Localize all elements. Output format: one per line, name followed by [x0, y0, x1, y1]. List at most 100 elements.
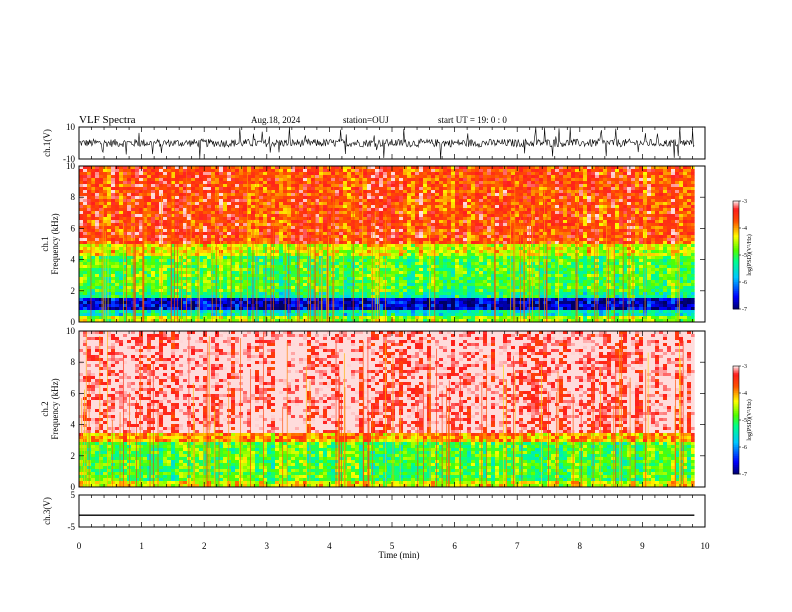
spectrogram-cell [423, 250, 428, 254]
spectrogram-cell [291, 295, 296, 299]
spectrogram-cell [187, 220, 192, 224]
spectrogram-cell [99, 265, 104, 269]
spectrogram-cell [439, 304, 444, 308]
spectrogram-cell [307, 319, 312, 323]
spectrogram-cell [79, 202, 84, 206]
spectrogram-cell [319, 247, 324, 251]
spectrogram-cell [243, 190, 248, 194]
spectrogram-cell [259, 313, 264, 317]
spectrogram-cell [299, 208, 304, 212]
spectrogram-cell [251, 172, 256, 176]
spectrogram-cell [159, 247, 164, 251]
spectrogram-cell [323, 301, 328, 305]
spectrogram-cell [123, 256, 128, 260]
spectrogram-cell [171, 253, 176, 257]
spectrogram-cell [295, 211, 300, 215]
spectrogram-cell [435, 310, 440, 314]
spectrogram-cell [411, 232, 416, 236]
spectrogram-cell [83, 286, 88, 290]
spectrogram-cell [335, 178, 340, 182]
spectrogram-cell [399, 319, 404, 323]
spectrogram-cell [371, 241, 376, 245]
spectrogram-cell [403, 271, 408, 275]
spectrogram-cell [87, 202, 92, 206]
spectrogram-cell [235, 199, 240, 203]
spectrogram-cell [111, 274, 116, 278]
spectrogram-cell [235, 229, 240, 233]
spectrogram-cell [315, 304, 320, 308]
spectrogram-cell [163, 253, 168, 257]
spectrogram-cell [423, 310, 428, 314]
spectrogram-cell [135, 223, 140, 227]
spectrogram-cell [327, 295, 332, 299]
spectrogram-cell [451, 250, 456, 254]
spectrogram-cell [163, 220, 168, 224]
spectrogram-cell [379, 301, 384, 305]
spectrogram-cell [91, 319, 96, 323]
spectrogram-cell [175, 205, 180, 209]
spectrogram-cell [79, 307, 84, 311]
spectrogram-cell [107, 172, 112, 176]
spectrogram-cell [247, 274, 252, 278]
spectrogram-cell [379, 244, 384, 248]
spectrogram-cell [327, 223, 332, 227]
spectrogram-cell [323, 283, 328, 287]
spectrogram-cell [427, 250, 432, 254]
spectrogram-cell [319, 223, 324, 227]
spectrogram-cell [267, 283, 272, 287]
spectrogram-cell [271, 214, 276, 218]
spectrogram-cell [363, 292, 368, 296]
spectrogram-cell [311, 268, 316, 272]
spectrogram-cell [107, 223, 112, 227]
spectrogram-cell [415, 250, 420, 254]
spectrogram-cell [275, 268, 280, 272]
spectrogram-cell [375, 169, 380, 173]
spectrogram-cell [251, 181, 256, 185]
spectrogram-cell [339, 229, 344, 233]
spectrogram-cell [359, 277, 364, 281]
spectrogram-cell [119, 310, 124, 314]
spectrogram-cell [195, 298, 200, 302]
spectrogram-cell [435, 166, 440, 170]
spectrogram-cell [407, 301, 412, 305]
spectrogram-cell [275, 241, 280, 245]
spectrogram-cell [275, 214, 280, 218]
spectrogram-cell [411, 172, 416, 176]
spectrogram-cell [171, 223, 176, 227]
spectrogram-cell [415, 178, 420, 182]
spectrogram-cell [87, 169, 92, 173]
spectrogram-cell [411, 175, 416, 179]
spectrogram-cell [107, 295, 112, 299]
spectrogram-cell [355, 283, 360, 287]
spectrogram-cell [243, 250, 248, 254]
spectrogram-cell [367, 235, 372, 239]
spectrogram-cell [343, 178, 348, 182]
spectrogram-cell [207, 316, 212, 320]
spectrogram-cell [275, 223, 280, 227]
spectrogram-cell [123, 205, 128, 209]
spectrogram-cell [175, 172, 180, 176]
spectrogram-cell [443, 247, 448, 251]
spectrogram-cell [315, 229, 320, 233]
spectrogram-cell [279, 172, 284, 176]
spectrogram-cell [355, 313, 360, 317]
spectrogram-cell [451, 292, 456, 296]
spectrogram-cell [95, 223, 100, 227]
spectrogram-cell [83, 169, 88, 173]
spectrogram-cell [259, 235, 264, 239]
spectrogram-cell [135, 280, 140, 284]
spectrogram-cell [367, 199, 372, 203]
spectrogram-cell [403, 262, 408, 266]
spectrogram-cell [183, 187, 188, 191]
spectrogram-cell [135, 211, 140, 215]
spectrogram-cell [183, 229, 188, 233]
spectrogram-cell [227, 298, 232, 302]
spectrogram-cell [407, 211, 412, 215]
spectrogram-cell [335, 202, 340, 206]
spectrogram-cell [167, 208, 172, 212]
spectrogram-cell [319, 181, 324, 185]
spectrogram-cell [87, 196, 92, 200]
spectrogram-cell [427, 190, 432, 194]
spectrogram-cell [115, 211, 120, 215]
spectrogram-cell [291, 217, 296, 221]
